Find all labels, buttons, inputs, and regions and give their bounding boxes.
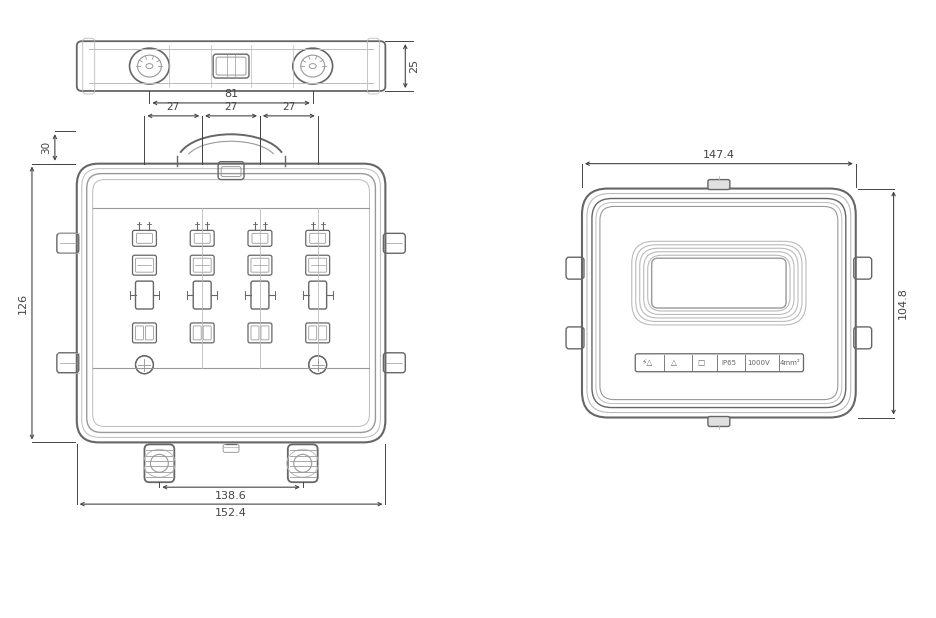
Text: 147.4: 147.4 — [702, 150, 734, 159]
Text: 126: 126 — [18, 292, 28, 313]
Text: 1000V: 1000V — [747, 360, 769, 366]
Text: 4mm²: 4mm² — [780, 360, 800, 366]
Text: △: △ — [670, 358, 677, 367]
Text: □: □ — [696, 358, 704, 367]
Text: 27: 27 — [167, 102, 180, 112]
Text: 25: 25 — [409, 59, 418, 73]
Text: 152.4: 152.4 — [215, 508, 247, 518]
FancyBboxPatch shape — [708, 417, 729, 426]
Text: ⚡△: ⚡△ — [641, 358, 652, 367]
Text: 81: 81 — [224, 89, 238, 99]
Text: 138.6: 138.6 — [215, 491, 247, 501]
Text: 27: 27 — [282, 102, 295, 112]
Text: 104.8: 104.8 — [897, 287, 907, 319]
FancyBboxPatch shape — [708, 180, 729, 190]
Text: 27: 27 — [225, 102, 238, 112]
Text: IP65: IP65 — [721, 360, 736, 366]
Text: 30: 30 — [41, 141, 51, 154]
